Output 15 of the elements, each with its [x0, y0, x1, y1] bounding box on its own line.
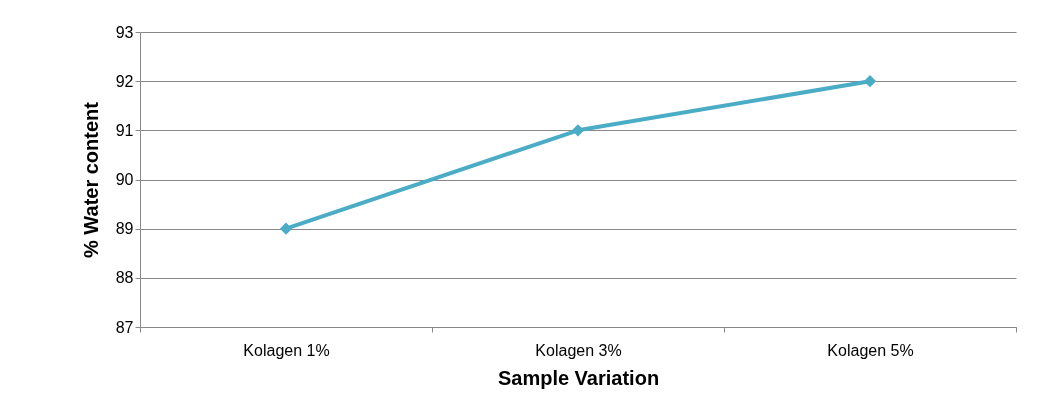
y-tick-label: 91 [115, 121, 134, 139]
y-tick-label: 87 [115, 318, 134, 336]
point [571, 124, 585, 137]
y-tick-label: 88 [115, 269, 134, 287]
x-tick-label: Kolagen 1% [243, 341, 330, 359]
y-tick-label: 89 [115, 220, 134, 238]
point [863, 75, 877, 88]
x-axis-title: Sample Variation [497, 366, 660, 389]
y-axis-title: % Water content [79, 101, 102, 258]
y-tick-label: 93 [115, 23, 134, 41]
y-tick-label: 90 [115, 171, 134, 188]
x-tick-label: Kolagen 5% [827, 341, 914, 359]
x-tick-label: Kolagen 3% [535, 341, 622, 359]
y-tick-label: 92 [115, 72, 134, 90]
point [279, 222, 293, 235]
